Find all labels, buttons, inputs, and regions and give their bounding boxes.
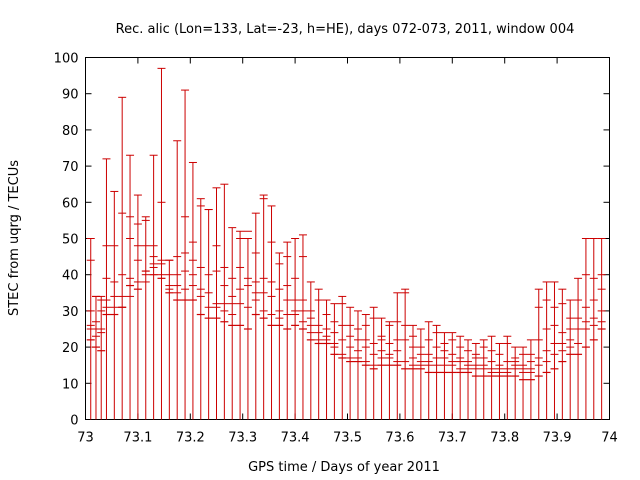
x-tick-label: 74: [601, 431, 618, 446]
x-tick-label: 73.1: [123, 431, 152, 446]
x-tick-label: 73.5: [333, 431, 362, 446]
y-tick-label: 90: [62, 88, 79, 103]
y-tick-label: 60: [62, 196, 79, 211]
y-axis-ticks: 0 10 20 30 40 50 60 70 80 90 100: [54, 52, 610, 429]
y-tick-label: 10: [62, 377, 79, 392]
y-tick-label: 40: [62, 269, 79, 284]
y-tick-label: 70: [62, 160, 79, 175]
y-tick-label: 0: [70, 414, 78, 429]
x-axis-ticks: 73 73.1 73.2 73.3 73.4 73.5 73.6 73.7 73.8 73.9 74: [77, 57, 618, 446]
x-tick-label: 73.9: [543, 431, 572, 446]
y-tick-label: 50: [62, 233, 79, 248]
y-tick-label: 30: [62, 305, 79, 320]
error-bar-series: [86, 67, 606, 420]
chart-title: Rec. alic (Lon=133, Lat=-23, h=HE), days…: [116, 22, 575, 37]
x-tick-label: 73.2: [176, 431, 205, 446]
y-tick-label: 20: [62, 341, 79, 356]
x-tick-label: 73.6: [385, 431, 414, 446]
x-axis-label: GPS time / Days of year 2011: [248, 460, 440, 475]
x-tick-label: 73.8: [490, 431, 519, 446]
x-tick-label: 73: [77, 431, 94, 446]
y-tick-label: 100: [54, 52, 79, 67]
x-tick-label: 73.7: [438, 431, 467, 446]
x-tick-label: 73.4: [281, 431, 310, 446]
y-axis-label: STEC from uqrg / TECUs: [7, 160, 22, 316]
y-tick-label: 80: [62, 124, 79, 139]
x-tick-label: 73.3: [228, 431, 257, 446]
